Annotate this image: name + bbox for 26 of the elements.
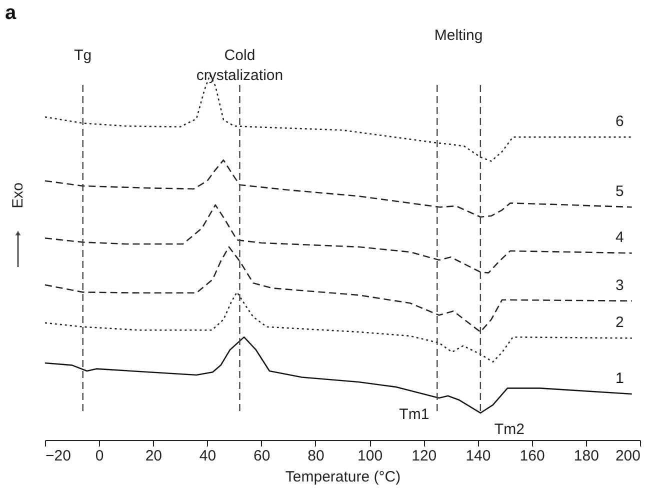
x-tick-label: 20 xyxy=(145,448,162,464)
annotation: Tm2 xyxy=(494,420,524,438)
series-label: 3 xyxy=(616,276,624,294)
text: a xyxy=(5,2,17,24)
annotation: Tm1 xyxy=(399,406,430,424)
x-tick-label: 200 xyxy=(615,448,640,464)
series-label: 4 xyxy=(616,229,624,246)
x-axis-title: Temperature (°C) xyxy=(285,468,401,486)
y-axis-title: Exo xyxy=(10,182,26,208)
x-tick-label: 40 xyxy=(199,448,216,464)
x-tick-label: 80 xyxy=(308,448,324,464)
x-tick-label: 0 xyxy=(95,448,104,464)
series-label: 1 xyxy=(616,370,624,388)
x-tick-label: 100 xyxy=(358,448,383,464)
x-tick-label: 60 xyxy=(254,448,270,464)
ref-line-label: Tg xyxy=(74,47,92,64)
x-tick-label: −20 xyxy=(46,448,71,464)
series-label: 6 xyxy=(616,113,624,130)
series-label: 2 xyxy=(616,314,624,332)
x-tick-label: 180 xyxy=(574,448,599,464)
x-tick-label: 120 xyxy=(412,448,437,464)
text: Melting xyxy=(434,27,483,44)
ref-line-label: Cold crystalization xyxy=(196,47,284,84)
x-tick-label: 160 xyxy=(520,448,545,464)
series-label: 5 xyxy=(616,183,624,200)
x-tick-label: 140 xyxy=(466,448,491,464)
